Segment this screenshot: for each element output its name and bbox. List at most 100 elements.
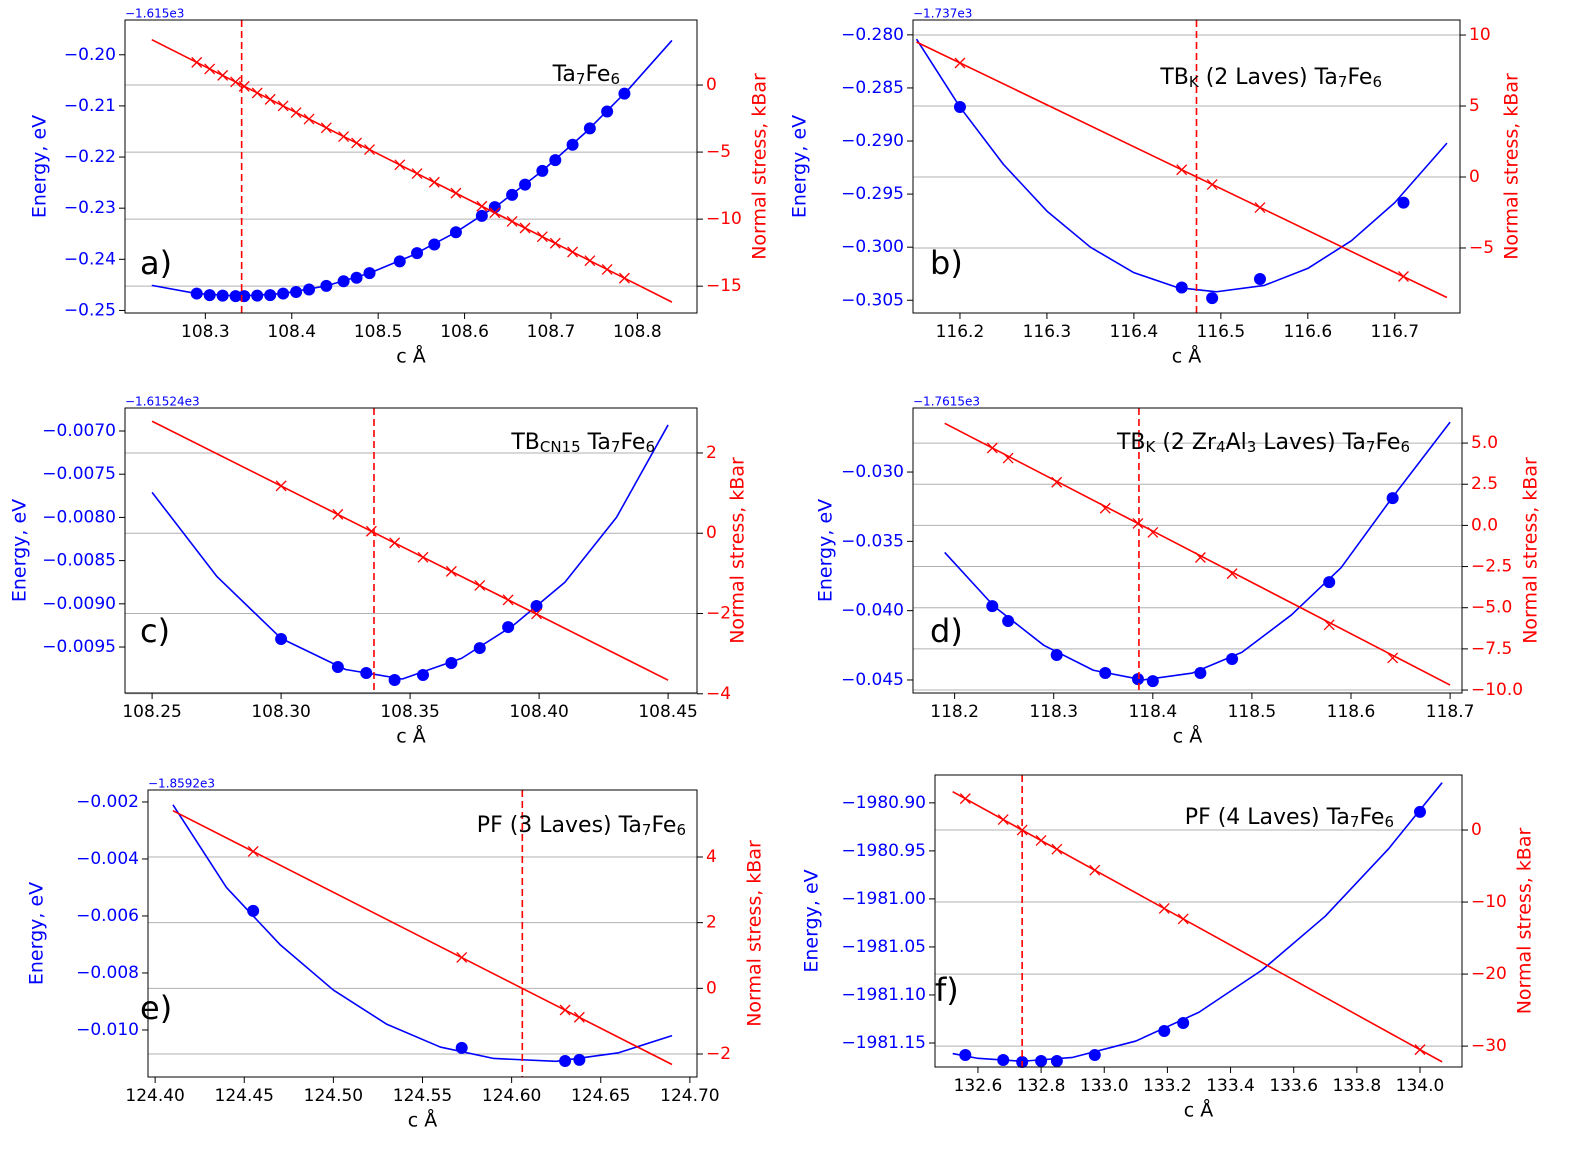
y-tick-label: −0.300	[841, 237, 904, 257]
title-part: 6	[1384, 813, 1394, 831]
x-tick-label: 124.45	[215, 1086, 274, 1106]
panel-title: TBCN15 Ta7Fe6	[510, 430, 655, 456]
x-tick-label: 133.8	[1333, 1076, 1382, 1096]
y-tick-label: −0.0075	[42, 464, 116, 484]
y-tick-label: −0.24	[64, 249, 116, 269]
y2-tick-label: 0	[1471, 820, 1482, 840]
x-axis-label: c Å	[408, 1109, 437, 1132]
title-part: 6	[610, 70, 620, 88]
title-part: (2 Laves) Ta	[1199, 65, 1338, 90]
title-part: 7	[576, 70, 586, 88]
title-part: K	[1146, 438, 1157, 456]
panel-title: Ta7Fe6	[552, 62, 620, 88]
offset-label: −1.7615e3	[913, 395, 980, 409]
y2-tick-label: −2	[706, 1044, 731, 1064]
energy-fit	[172, 804, 673, 1063]
title-part: K	[1189, 73, 1200, 91]
panel-title: PF (4 Laves) Ta7Fe6	[1185, 805, 1394, 831]
title-part: 6	[645, 438, 655, 456]
stress-line	[952, 791, 1443, 1063]
title-part: 6	[1400, 438, 1410, 456]
x-tick-label: 118.7	[1426, 702, 1475, 722]
y2-axis-label: Normal stress, kBar	[749, 73, 771, 260]
title-part: 4	[1216, 438, 1226, 456]
energy-fit	[151, 39, 673, 297]
x-tick-label: 108.30	[251, 702, 310, 722]
y-axis-label: Energy, eV	[789, 115, 811, 218]
title-part: TB	[510, 430, 540, 455]
y2-tick-label: −20	[1471, 964, 1507, 984]
energy-point	[1050, 649, 1063, 662]
title-part: 7	[1350, 813, 1360, 831]
y-tick-label: −0.040	[841, 601, 904, 621]
x-tick-label: 134.0	[1396, 1076, 1445, 1096]
title-part: 3	[1247, 438, 1257, 456]
y-tick-label: −0.22	[64, 147, 116, 167]
panel-label: a)	[140, 244, 172, 282]
y-tick-label: −0.280	[841, 25, 904, 45]
y-tick-label: −1980.95	[841, 841, 926, 861]
y-tick-label: −1981.00	[841, 889, 926, 909]
y2-tick-label: −5	[1469, 238, 1494, 258]
panel-title: TBK (2 Zr4Al3 Laves) Ta7Fe6	[1116, 430, 1410, 456]
energy-point	[1323, 576, 1336, 589]
x-tick-label: 108.35	[380, 702, 439, 722]
y-tick-label: −0.285	[841, 78, 904, 98]
offset-label: −1.8592e3	[148, 777, 215, 791]
y-tick-label: −0.008	[76, 963, 139, 983]
energy-point	[388, 674, 401, 687]
energy-fit	[151, 424, 669, 680]
energy-fit	[915, 38, 1448, 293]
stress-line	[944, 422, 1451, 686]
panel-title: TBK (2 Laves) Ta7Fe6	[1159, 65, 1382, 91]
title-part: Fe	[1375, 430, 1400, 455]
y-tick-label: −0.0085	[42, 551, 116, 571]
y2-tick-label: −5.0	[1471, 598, 1512, 618]
energy-point	[1194, 667, 1207, 680]
title-part: 7	[1366, 438, 1376, 456]
energy-point	[1397, 196, 1410, 209]
y-tick-label: −0.0095	[42, 637, 116, 657]
x-tick-label: 108.6	[440, 322, 489, 342]
energy-point	[1002, 615, 1015, 628]
title-part: Fe	[585, 62, 610, 87]
title-part: 7	[642, 821, 652, 839]
y-tick-label: −0.002	[76, 792, 139, 812]
x-tick-label: 116.4	[1110, 322, 1159, 342]
x-tick-label: 116.7	[1370, 322, 1419, 342]
y-tick-label: −1981.10	[841, 985, 926, 1005]
y2-tick-label: 10	[1469, 25, 1491, 45]
x-tick-label: 116.2	[936, 322, 985, 342]
axes-frame	[124, 407, 698, 694]
y2-tick-label: 0	[1469, 167, 1480, 187]
x-axis-label: c Å	[1173, 725, 1202, 748]
x-tick-label: 108.7	[527, 322, 576, 342]
y2-tick-label: −10	[706, 209, 742, 229]
y2-axis-label: Normal stress, kBar	[727, 457, 749, 644]
y-tick-label: −1981.05	[841, 937, 926, 957]
y2-tick-label: −15	[706, 276, 742, 296]
x-tick-label: 133.2	[1143, 1076, 1192, 1096]
x-tick-label: 124.40	[125, 1086, 184, 1106]
title-part: Fe	[620, 430, 645, 455]
y-tick-label: −0.0070	[42, 421, 116, 441]
offset-label: −1.737e3	[913, 7, 972, 21]
energy-point	[986, 600, 999, 613]
panel-title: PF (3 Laves) Ta7Fe6	[477, 813, 686, 839]
y-tick-label: −0.295	[841, 184, 904, 204]
x-tick-label: 108.8	[613, 322, 662, 342]
y-tick-label: −0.305	[841, 290, 904, 310]
energy-fit	[944, 421, 1451, 681]
title-part: 7	[611, 438, 621, 456]
y-tick-label: −0.25	[64, 300, 116, 320]
y-axis-label: Energy, eV	[815, 499, 837, 602]
offset-label: −1.615e3	[125, 7, 184, 21]
y-tick-label: −0.045	[841, 670, 904, 690]
axes-frame	[934, 774, 1463, 1068]
title-part: Fe	[1347, 65, 1372, 90]
x-tick-label: 118.3	[1029, 702, 1078, 722]
x-tick-label: 132.8	[1017, 1076, 1066, 1096]
energy-point	[559, 1055, 572, 1068]
energy-point	[1226, 653, 1239, 666]
